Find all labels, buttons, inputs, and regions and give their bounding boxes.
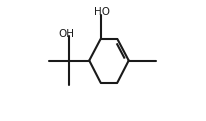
Text: HO: HO — [94, 7, 110, 17]
Text: OH: OH — [59, 29, 75, 39]
